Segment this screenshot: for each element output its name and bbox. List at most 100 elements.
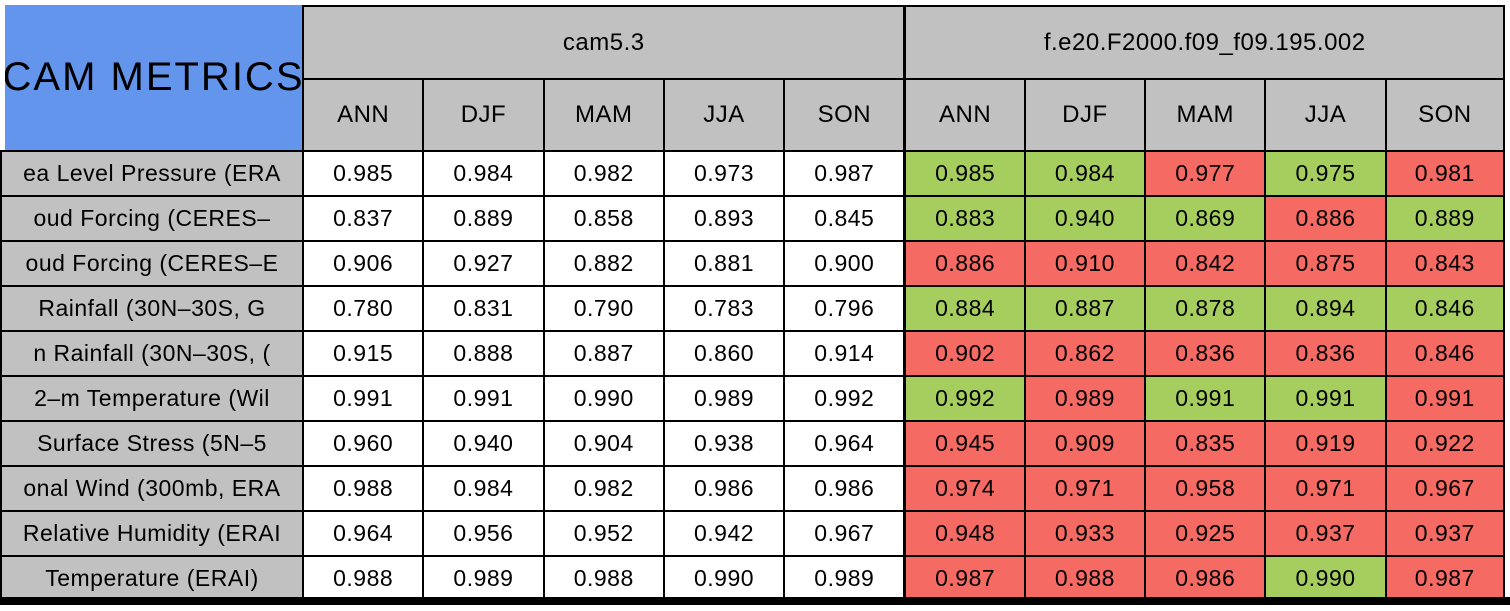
metric-value-cam53: 0.982 — [542, 465, 663, 510]
metric-value-experiment: 0.878 — [1144, 285, 1265, 330]
metric-value-cam53: 0.889 — [422, 195, 543, 240]
metric-value-cam53: 0.991 — [302, 375, 423, 420]
metric-value-experiment: 0.977 — [1144, 150, 1265, 195]
metric-value-experiment: 0.988 — [1023, 555, 1145, 600]
column-group-cam53: cam5.3 — [302, 5, 904, 78]
metric-value-experiment: 0.910 — [1023, 240, 1145, 285]
season-header-mam: MAM — [1144, 78, 1265, 150]
metric-value-cam53: 0.991 — [422, 375, 543, 420]
metric-value-experiment: 0.991 — [1264, 375, 1385, 420]
metric-value-experiment: 0.991 — [1144, 375, 1265, 420]
metric-value-experiment: 0.919 — [1264, 420, 1385, 465]
metric-value-experiment: 0.902 — [903, 330, 1024, 375]
metric-value-experiment: 0.889 — [1384, 195, 1505, 240]
metric-value-experiment: 0.989 — [1023, 375, 1145, 420]
table-bottom-border — [0, 597, 1510, 605]
season-header-ann: ANN — [903, 78, 1024, 150]
metric-value-experiment: 0.987 — [903, 555, 1024, 600]
metric-value-experiment: 0.887 — [1023, 285, 1145, 330]
metric-value-cam53: 0.967 — [783, 510, 904, 555]
season-header-jja: JJA — [1264, 78, 1385, 150]
metric-value-cam53: 0.940 — [422, 420, 543, 465]
metric-value-cam53: 0.988 — [542, 555, 663, 600]
metric-value-experiment: 0.846 — [1384, 285, 1505, 330]
metrics-table: CAM METRICS cam5.3 f.e20.F2000.f09_f09.1… — [0, 5, 1505, 600]
row-label: Rainfall (30N–30S, G — [0, 285, 302, 330]
metric-value-experiment: 0.985 — [903, 150, 1024, 195]
metric-value-cam53: 0.986 — [783, 465, 904, 510]
metric-value-experiment: 0.967 — [1384, 465, 1505, 510]
metric-value-experiment: 0.883 — [903, 195, 1024, 240]
metric-value-experiment: 0.925 — [1144, 510, 1265, 555]
metric-value-cam53: 0.988 — [302, 555, 423, 600]
metric-value-cam53: 0.988 — [302, 465, 423, 510]
metric-value-cam53: 0.990 — [542, 375, 663, 420]
metric-value-cam53: 0.956 — [422, 510, 543, 555]
metric-value-cam53: 0.914 — [783, 330, 904, 375]
metric-value-experiment: 0.974 — [903, 465, 1024, 510]
metric-value-cam53: 0.938 — [662, 420, 784, 465]
metric-value-experiment: 0.862 — [1023, 330, 1145, 375]
metric-value-cam53: 0.985 — [302, 150, 423, 195]
metric-value-cam53: 0.973 — [662, 150, 784, 195]
metric-value-cam53: 0.952 — [542, 510, 663, 555]
metric-value-cam53: 0.964 — [302, 510, 423, 555]
metric-value-cam53: 0.845 — [783, 195, 904, 240]
metric-value-cam53: 0.989 — [422, 555, 543, 600]
metric-value-experiment: 0.971 — [1264, 465, 1385, 510]
metric-value-experiment: 0.987 — [1384, 555, 1505, 600]
metric-value-cam53: 0.942 — [662, 510, 784, 555]
metric-value-experiment: 0.909 — [1023, 420, 1145, 465]
metric-value-cam53: 0.927 — [422, 240, 543, 285]
metric-value-experiment: 0.984 — [1023, 150, 1145, 195]
metric-value-experiment: 0.842 — [1144, 240, 1265, 285]
row-label: onal Wind (300mb, ERA — [0, 465, 302, 510]
table-title: CAM METRICS — [5, 5, 302, 150]
metric-value-experiment: 0.886 — [1264, 195, 1385, 240]
metric-value-cam53: 0.887 — [542, 330, 663, 375]
metric-value-cam53: 0.984 — [422, 150, 543, 195]
metric-value-experiment: 0.933 — [1023, 510, 1145, 555]
metric-value-cam53: 0.984 — [422, 465, 543, 510]
metric-value-experiment: 0.846 — [1384, 330, 1505, 375]
metric-value-experiment: 0.835 — [1144, 420, 1265, 465]
row-label: oud Forcing (CERES–E — [0, 240, 302, 285]
metric-value-experiment: 0.937 — [1384, 510, 1505, 555]
column-group-experiment: f.e20.F2000.f09_f09.195.002 — [903, 5, 1505, 78]
metric-value-cam53: 0.989 — [662, 375, 784, 420]
season-header-ann: ANN — [302, 78, 423, 150]
metric-value-experiment: 0.975 — [1264, 150, 1385, 195]
metric-value-experiment: 0.894 — [1264, 285, 1385, 330]
metric-value-cam53: 0.881 — [662, 240, 784, 285]
metric-value-experiment: 0.991 — [1384, 375, 1505, 420]
metric-value-cam53: 0.906 — [302, 240, 423, 285]
metric-value-cam53: 0.900 — [783, 240, 904, 285]
metric-value-experiment: 0.937 — [1264, 510, 1385, 555]
metric-value-experiment: 0.981 — [1384, 150, 1505, 195]
row-label: Temperature (ERAI) — [0, 555, 302, 600]
metric-value-cam53: 0.990 — [662, 555, 784, 600]
metric-value-experiment: 0.948 — [903, 510, 1024, 555]
metric-value-cam53: 0.888 — [422, 330, 543, 375]
metric-value-cam53: 0.904 — [542, 420, 663, 465]
metric-value-experiment: 0.971 — [1023, 465, 1145, 510]
row-label: Relative Humidity (ERAI — [0, 510, 302, 555]
metric-value-experiment: 0.945 — [903, 420, 1024, 465]
metric-value-cam53: 0.790 — [542, 285, 663, 330]
season-header-son: SON — [1384, 78, 1505, 150]
metric-value-cam53: 0.831 — [422, 285, 543, 330]
metric-value-experiment: 0.886 — [903, 240, 1024, 285]
metric-value-cam53: 0.964 — [783, 420, 904, 465]
metric-value-cam53: 0.882 — [542, 240, 663, 285]
row-label: n Rainfall (30N–30S, ( — [0, 330, 302, 375]
season-header-son: SON — [783, 78, 904, 150]
metric-value-cam53: 0.783 — [662, 285, 784, 330]
metric-value-experiment: 0.990 — [1264, 555, 1385, 600]
metric-value-experiment: 0.940 — [1023, 195, 1145, 240]
metric-value-cam53: 0.893 — [662, 195, 784, 240]
row-label: Surface Stress (5N–5 — [0, 420, 302, 465]
metric-value-cam53: 0.960 — [302, 420, 423, 465]
metric-value-cam53: 0.989 — [783, 555, 904, 600]
metric-value-cam53: 0.780 — [302, 285, 423, 330]
metric-value-cam53: 0.982 — [542, 150, 663, 195]
